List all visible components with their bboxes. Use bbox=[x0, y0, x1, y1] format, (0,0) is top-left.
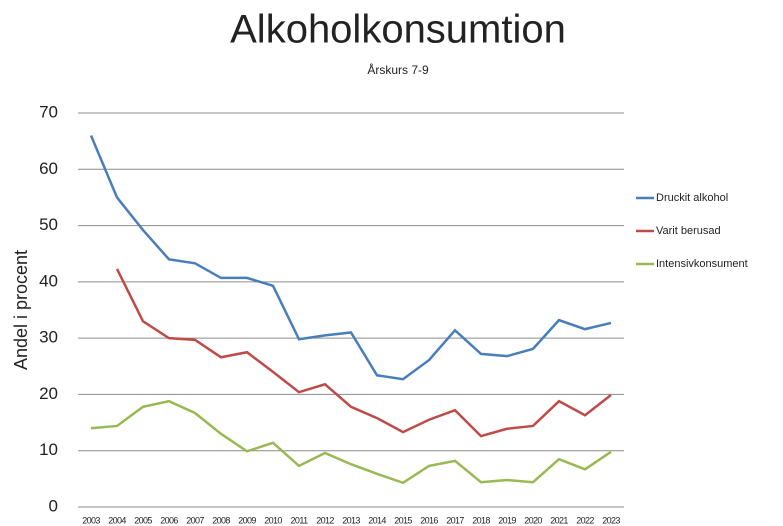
x-tick-label: 2013 bbox=[342, 515, 360, 525]
chart-title: Alkoholkonsumtion bbox=[230, 8, 566, 52]
y-tick-label: 40 bbox=[39, 271, 58, 290]
x-tick-label: 2007 bbox=[186, 515, 204, 525]
x-tick-label: 2018 bbox=[472, 515, 490, 525]
legend-label: Intensivkonsument bbox=[656, 258, 748, 270]
line bbox=[115, 268, 612, 438]
y-tick-label: 20 bbox=[39, 384, 58, 403]
x-tick-label: 2023 bbox=[602, 515, 620, 525]
y-tick-label: 50 bbox=[39, 215, 58, 234]
y-axis-label: Andel i procent bbox=[11, 250, 31, 370]
x-tick-label: 2009 bbox=[238, 515, 256, 525]
legend-label: Varit berusad bbox=[656, 225, 721, 237]
y-tick-label: 30 bbox=[39, 328, 58, 347]
x-tick-label: 2020 bbox=[524, 515, 542, 525]
legend-label: Druckit alkohol bbox=[656, 192, 728, 204]
x-tick-label: 2017 bbox=[446, 515, 464, 525]
line bbox=[89, 135, 612, 381]
x-tick-label: 2019 bbox=[498, 515, 516, 525]
x-tick-label: 2005 bbox=[134, 515, 152, 525]
x-tick-label: 2021 bbox=[550, 515, 568, 525]
x-tick-label: 2011 bbox=[291, 515, 309, 525]
y-tick-label: 60 bbox=[39, 159, 58, 178]
y-tick-label: 0 bbox=[49, 496, 58, 515]
chart-subtitle: Årskurs 7-9 bbox=[367, 62, 429, 77]
line bbox=[90, 399, 612, 485]
x-tick-label: 2010 bbox=[264, 515, 282, 525]
x-tick-label: 2015 bbox=[394, 515, 412, 525]
x-tick-label: 2022 bbox=[576, 515, 594, 525]
x-tick-label: 2012 bbox=[316, 515, 334, 525]
x-tick-label: 2008 bbox=[212, 515, 230, 525]
x-tick-label: 2004 bbox=[108, 515, 126, 525]
x-tick-label: 2003 bbox=[82, 515, 100, 525]
y-tick-label: 70 bbox=[39, 102, 58, 121]
x-tick-label: 2016 bbox=[420, 515, 438, 525]
y-tick-label: 10 bbox=[39, 440, 58, 459]
x-tick-label: 2014 bbox=[368, 515, 386, 525]
x-tick-label: 2006 bbox=[160, 515, 178, 525]
